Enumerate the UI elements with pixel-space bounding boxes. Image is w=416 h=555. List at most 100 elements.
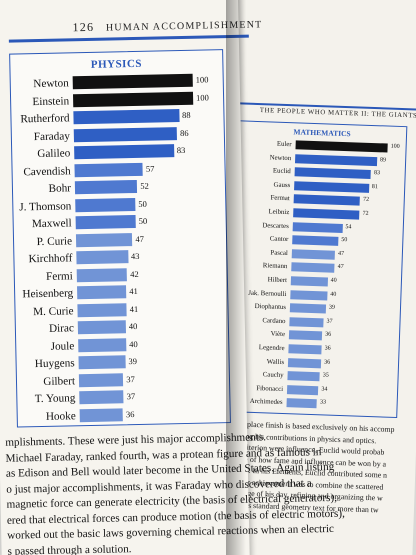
bar xyxy=(286,384,319,396)
bar-label: Archimedes xyxy=(249,398,283,407)
bar-value: 100 xyxy=(195,91,209,103)
bar xyxy=(74,162,144,177)
bar-label: Cavendish xyxy=(23,164,71,178)
bar xyxy=(288,330,323,341)
bar xyxy=(292,235,339,247)
bar xyxy=(295,153,378,166)
bar-value: 33 xyxy=(319,399,327,406)
bar-value: 40 xyxy=(330,277,337,284)
bar-value: 37 xyxy=(326,318,333,325)
bar xyxy=(286,398,318,409)
bar-value: 86 xyxy=(179,127,189,138)
bar-label: T. Young xyxy=(34,392,76,406)
bar-label: Wallis xyxy=(266,358,285,366)
bar-value: 72 xyxy=(362,197,370,204)
bar-value: 52 xyxy=(140,180,149,191)
bar-value: 83 xyxy=(373,170,381,177)
bar-value: 36 xyxy=(324,345,331,352)
bar-value: 41 xyxy=(129,285,138,297)
bar-label: Riemann xyxy=(262,262,288,271)
bar-label: Faraday xyxy=(33,129,70,143)
bar xyxy=(287,371,320,382)
mathematics-chart: MATHEMATICS Euler 100 Newton 89 Euclid 83 Gaus… xyxy=(227,120,408,419)
bar-label: Fibonacci xyxy=(256,384,284,393)
bar xyxy=(291,262,335,274)
bar xyxy=(289,303,326,314)
bar-label: P. Curie xyxy=(36,234,73,248)
bar xyxy=(292,221,343,233)
bar xyxy=(73,109,180,125)
bar-row: Hooke 36 xyxy=(18,405,230,425)
bar-label: Rutherford xyxy=(20,112,70,126)
bar-label: Kirchhoff xyxy=(28,252,73,266)
physics-chart: PHYSICS Newton 100 Einstein 100 Rutherford 88… xyxy=(9,49,231,428)
chart-title: PHYSICS xyxy=(90,57,143,71)
bar-value: 100 xyxy=(195,74,209,85)
bar-label: Descartes xyxy=(262,221,289,230)
bar-label: Cauchy xyxy=(262,371,284,380)
bar-label: Bohr xyxy=(48,182,72,195)
bar xyxy=(293,194,361,206)
bar-value: 36 xyxy=(125,408,135,419)
bar-label: Legendre xyxy=(258,344,285,353)
bar xyxy=(79,390,124,405)
bar-value: 36 xyxy=(324,359,331,366)
bar-value: 50 xyxy=(341,237,348,244)
bar-value: 81 xyxy=(371,183,378,191)
page-number: 126 xyxy=(72,19,95,35)
bar-label: M. Curie xyxy=(33,304,74,318)
bar xyxy=(77,302,127,317)
bar xyxy=(79,407,124,422)
bar xyxy=(77,285,127,300)
bar-value: 37 xyxy=(126,391,136,402)
bar xyxy=(72,91,194,107)
bar-value: 40 xyxy=(128,320,138,332)
bar-label: Joule xyxy=(50,339,75,353)
bar xyxy=(75,214,136,230)
bar-value: 39 xyxy=(328,304,335,311)
bar-label: Einstein xyxy=(32,94,70,108)
bar-value: 35 xyxy=(322,372,329,379)
bar-value: 42 xyxy=(130,268,139,279)
bar-value: 47 xyxy=(337,264,344,271)
bar-value: 54 xyxy=(345,223,352,230)
bar xyxy=(295,140,388,153)
bar-label: J. Thomson xyxy=(19,199,72,213)
bar-label: Leibniz xyxy=(268,208,290,217)
bar-value: 39 xyxy=(128,356,137,367)
bar-label: Jak. Bernoulli xyxy=(248,289,287,298)
left-page: 126 HUMAN ACCOMPLISHMENT PHYSICS Newton 1… xyxy=(0,0,345,555)
chart-bars: Newton 100 Einstein 100 Rutherford 88 Faraday 8… xyxy=(10,50,222,422)
bar-label: Viète xyxy=(270,330,286,339)
bar xyxy=(76,250,129,265)
bar xyxy=(74,179,138,195)
bar-value: 40 xyxy=(129,338,138,349)
bar-label: Fermi xyxy=(45,269,73,283)
bar xyxy=(294,167,372,180)
bar xyxy=(78,355,126,370)
bar-label: Pascal xyxy=(270,249,288,257)
bar xyxy=(78,372,124,387)
bar xyxy=(77,320,127,335)
bar-value: 47 xyxy=(135,233,145,244)
body-text: mplishments. These were just his major a… xyxy=(5,431,345,555)
bar-value: 50 xyxy=(138,215,148,226)
bar xyxy=(75,232,133,247)
bar xyxy=(72,73,193,90)
bar-value: 43 xyxy=(130,250,140,262)
bar-label: Newton xyxy=(269,154,292,162)
bar-label: Huygens xyxy=(34,357,75,371)
bar xyxy=(288,344,322,355)
bar xyxy=(287,357,322,368)
bar xyxy=(73,126,178,142)
bar xyxy=(76,267,128,282)
bar-value: 41 xyxy=(129,303,139,314)
bar-value: 57 xyxy=(145,163,155,174)
bar-label: Galileo xyxy=(37,147,71,161)
bar-label: Maxwell xyxy=(31,217,72,231)
bar-value: 83 xyxy=(176,144,186,156)
bar-label: Gauss xyxy=(273,181,291,189)
blue-rule xyxy=(8,34,249,43)
bar-label: Fermat xyxy=(270,194,290,203)
bar-value: 100 xyxy=(390,143,400,150)
